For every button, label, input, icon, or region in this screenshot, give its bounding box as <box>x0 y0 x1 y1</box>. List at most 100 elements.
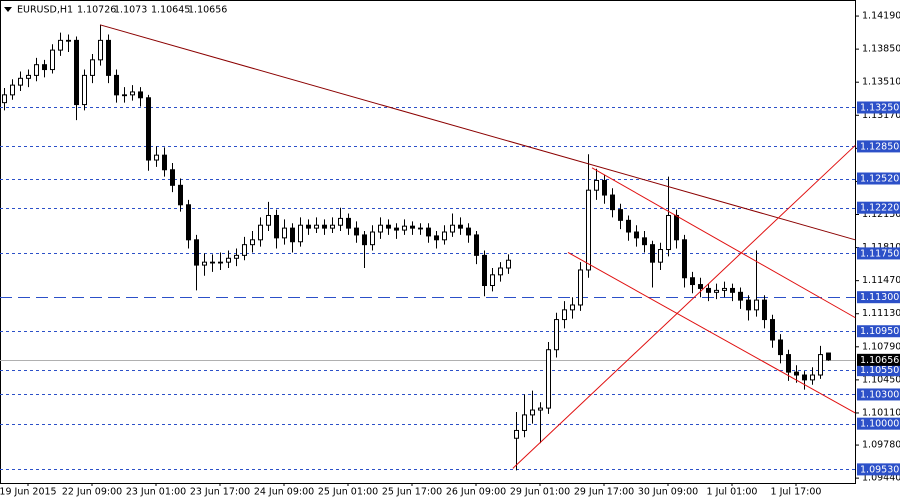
candle-body <box>154 154 159 161</box>
trend-line <box>512 145 856 469</box>
candle-body <box>218 261 223 264</box>
candle-body <box>130 91 135 96</box>
x-tick-label: 29 Jun 17:00 <box>574 487 634 498</box>
main-level-label: 1.11300 <box>860 292 899 303</box>
x-tick-label: 1 Jul 17:00 <box>771 487 822 498</box>
candle-body <box>202 261 207 266</box>
candle-body <box>546 349 551 409</box>
candle-body <box>522 414 527 431</box>
candle-body <box>466 227 471 236</box>
trend-line <box>99 24 856 241</box>
candle-body <box>650 244 655 263</box>
candle-body <box>338 217 343 226</box>
y-tick-label: 1.13850 <box>862 44 900 55</box>
y-tick-label: 1.12150 <box>862 209 900 220</box>
candle-body <box>570 304 575 311</box>
level-label: 1.11750 <box>860 248 899 259</box>
x-tick-label: 19 Jun 2015 <box>0 487 57 498</box>
candle-body <box>498 267 503 276</box>
candle-body <box>434 235 439 241</box>
level-box <box>857 247 900 260</box>
candle-body <box>354 227 359 236</box>
candle-body <box>330 224 335 229</box>
candle-body <box>250 239 255 246</box>
candle-body <box>658 249 663 263</box>
candle-body <box>474 234 479 256</box>
candle-body <box>74 39 79 106</box>
trend-line <box>591 167 856 319</box>
level-label: 1.10950 <box>860 326 899 337</box>
x-tick-label: 23 Jun 01:00 <box>126 487 186 498</box>
candle-body <box>394 227 399 231</box>
candle-body <box>290 227 295 243</box>
candle-body <box>594 179 599 191</box>
candle-body <box>282 227 287 239</box>
level-box <box>857 417 900 430</box>
trend-line <box>567 252 856 414</box>
candle-body <box>642 237 647 246</box>
candle-body <box>698 284 703 289</box>
level-label: 1.13250 <box>860 102 899 113</box>
x-tick-label: 23 Jun 17:00 <box>190 487 250 498</box>
y-tick-label: 1.09440 <box>862 473 900 484</box>
candle-body <box>274 214 279 239</box>
y-tick-label: 1.10110 <box>862 407 900 418</box>
y-tick-label: 1.09780 <box>862 440 900 451</box>
candle-body <box>186 204 191 241</box>
candle-body <box>458 224 463 229</box>
candle-body <box>306 224 311 229</box>
menu-arrow[interactable] <box>4 7 12 12</box>
candle-body <box>34 64 39 76</box>
y-tick-label: 1.10790 <box>862 341 900 352</box>
candle-body <box>10 84 15 96</box>
candle-body <box>610 194 615 211</box>
candle-body <box>690 277 695 286</box>
x-tick-label: 24 Jun 09:00 <box>254 487 314 498</box>
candle-body <box>754 299 759 311</box>
candle-body <box>258 224 263 241</box>
candle-body <box>226 257 231 263</box>
candle-body <box>26 74 31 79</box>
candle-body <box>410 225 415 229</box>
candle-body <box>442 231 447 241</box>
candle-body <box>114 74 119 96</box>
current-price-box <box>857 353 900 366</box>
candle-body <box>210 261 215 264</box>
level-label: 1.10550 <box>860 365 899 376</box>
level-box <box>857 463 900 476</box>
candle-body <box>482 254 487 287</box>
candle-body <box>162 154 167 171</box>
candle-body <box>178 184 183 206</box>
candle-body <box>418 227 423 230</box>
level-label: 1.12220 <box>860 203 899 214</box>
candle-body <box>138 91 143 99</box>
y-tick-label: 1.11130 <box>862 308 900 319</box>
candle-body <box>714 289 719 293</box>
candle-body <box>762 299 767 321</box>
candle-body <box>314 224 319 229</box>
candle-body <box>746 299 751 311</box>
candle-body <box>50 49 55 71</box>
x-tick-label: 26 Jun 09:00 <box>446 487 506 498</box>
level-label: 1.12520 <box>860 174 899 185</box>
candle-body <box>490 274 495 287</box>
candle-body <box>674 214 679 241</box>
chart-title: EURUSD,H1 <box>17 5 73 16</box>
x-tick-label: 25 Jun 17:00 <box>382 487 442 498</box>
candle-body <box>58 39 63 51</box>
header-low: 1.10645 <box>151 5 190 16</box>
candle-body <box>122 94 127 97</box>
candle-body <box>530 409 535 416</box>
level-box <box>857 101 900 114</box>
candle-body <box>722 287 727 291</box>
candle-body <box>626 219 631 233</box>
candle-body <box>602 179 607 196</box>
candle-body <box>378 224 383 233</box>
level-label: 1.10000 <box>860 419 899 430</box>
candle-body <box>426 227 431 237</box>
candle-body <box>778 339 783 356</box>
candle-body <box>234 254 239 259</box>
candle-body <box>554 319 559 351</box>
